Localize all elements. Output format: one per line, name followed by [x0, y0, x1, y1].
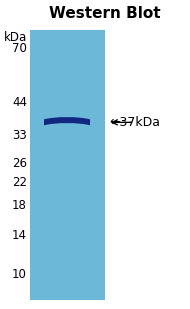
Bar: [30, 30, 105, 300]
Text: 70: 70: [12, 42, 27, 55]
Text: 33: 33: [12, 129, 27, 142]
Text: kDa: kDa: [4, 31, 27, 44]
Text: ←37kDa: ←37kDa: [109, 116, 160, 129]
Text: Western Blot: Western Blot: [49, 6, 161, 20]
Text: 44: 44: [12, 96, 27, 109]
Text: 18: 18: [12, 199, 27, 212]
Text: 14: 14: [12, 229, 27, 242]
Text: 26: 26: [12, 157, 27, 170]
Text: 22: 22: [12, 176, 27, 189]
PathPatch shape: [44, 117, 90, 125]
Text: 10: 10: [12, 268, 27, 281]
